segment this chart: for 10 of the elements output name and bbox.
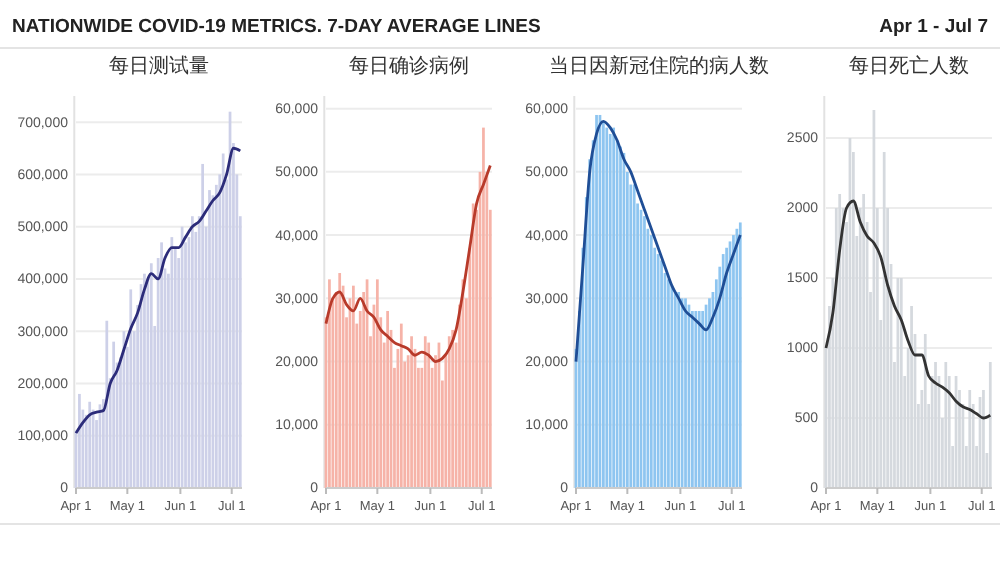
chart-title: 当日因新冠住院的病人数 [549,54,769,78]
chart-title: 每日确诊病例 [349,54,469,78]
text: Apr 1 - Jul 7 [879,16,988,38]
chart-title: 每日死亡人数 [849,54,969,78]
chart-title: 每日测试量 [109,54,209,78]
line-series [824,199,992,420]
line-series [324,164,492,363]
line-series [574,119,742,363]
text: NATIONWIDE COVID-19 METRICS. 7-DAY AVERAGE LINES [12,16,541,38]
line-series [74,146,242,435]
